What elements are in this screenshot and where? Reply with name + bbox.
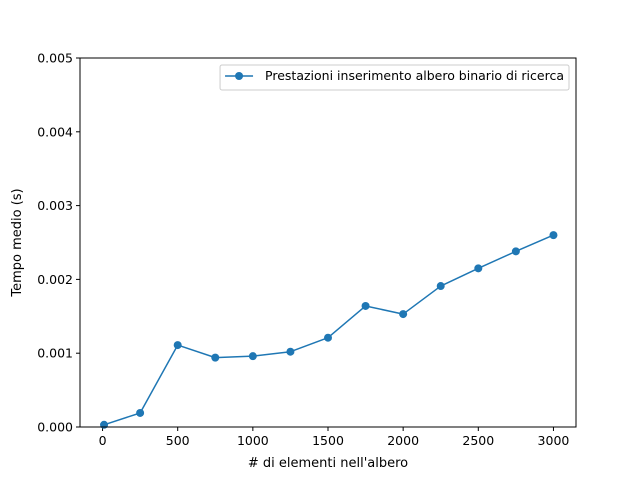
data-point — [399, 310, 408, 319]
legend-marker-swatch — [235, 72, 244, 80]
x-tick-label: 0 — [99, 433, 107, 448]
x-tick-label: 500 — [166, 433, 190, 448]
legend: Prestazioni inserimento albero binario d… — [219, 64, 570, 91]
y-axis-ticks: 0.000 0.001 0.002 0.003 0.004 0.005 — [37, 51, 80, 435]
x-tick-label: 2000 — [387, 433, 419, 448]
data-point — [286, 347, 295, 356]
data-point — [361, 301, 370, 310]
y-tick-label: 0.001 — [37, 346, 73, 361]
y-axis-label: Tempo medio (s) — [10, 188, 25, 297]
legend-entry: Prestazioni inserimento albero binario d… — [265, 68, 564, 83]
y-tick-label: 0.003 — [37, 198, 73, 213]
x-tick-label: 2500 — [462, 433, 494, 448]
plot-frame — [79, 57, 577, 428]
y-tick-label: 0.000 — [37, 420, 73, 435]
x-axis-label: # di elementi nell'albero — [248, 456, 408, 471]
data-point — [436, 282, 445, 291]
y-tick-label: 0.002 — [37, 272, 73, 287]
y-tick-label: 0.005 — [37, 51, 73, 66]
legend-box — [219, 64, 570, 91]
y-tick-label: 0.004 — [37, 124, 73, 139]
plot-area — [80, 58, 576, 427]
x-tick-label: 1500 — [312, 433, 344, 448]
data-point — [173, 341, 182, 350]
data-point — [549, 231, 558, 240]
data-point — [248, 352, 257, 361]
data-point — [100, 420, 109, 429]
data-point — [474, 264, 483, 273]
x-tick-label: 3000 — [538, 433, 570, 448]
x-tick-label: 1000 — [237, 433, 269, 448]
data-point — [211, 353, 220, 362]
data-point — [136, 408, 145, 417]
data-point — [511, 247, 520, 256]
x-axis-ticks: 0 500 1000 1500 2000 2500 3000 — [99, 427, 570, 448]
data-point — [324, 333, 332, 342]
